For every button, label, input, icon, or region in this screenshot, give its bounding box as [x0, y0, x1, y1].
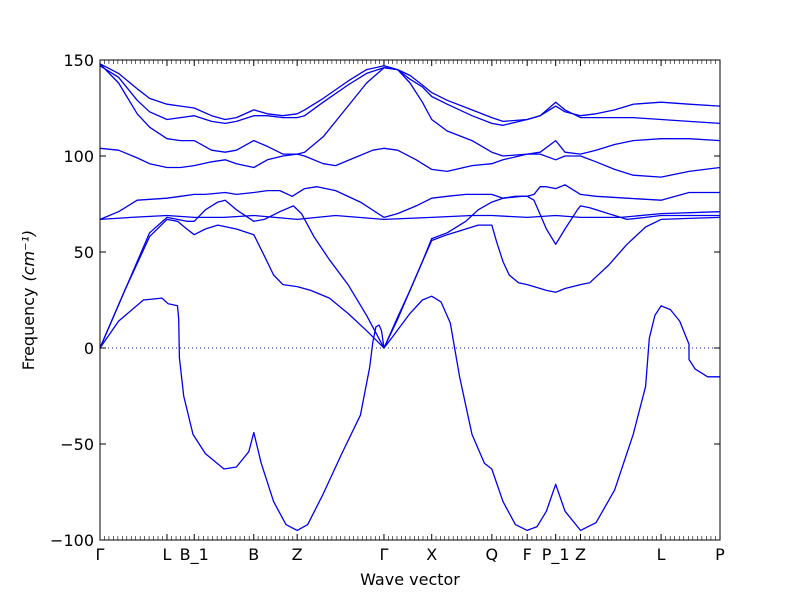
y-tick-label: 150: [63, 51, 94, 70]
x-tick-label: Q: [486, 545, 499, 564]
band-line-5: [99, 184, 720, 221]
y-axis-label-text: Frequency: [19, 288, 38, 371]
band-line-3: [99, 195, 720, 349]
x-tick-label: Z: [575, 545, 586, 564]
y-tick-label: 0: [84, 339, 94, 358]
band-lines: [99, 63, 721, 532]
band-line-8: [99, 63, 721, 126]
y-axis-label: Frequency (cm⁻¹): [19, 230, 38, 370]
x-tick-label: L: [657, 545, 666, 564]
y-tick-label: 50: [74, 243, 94, 262]
band-line-4: [99, 211, 721, 221]
band-line-9: [99, 65, 721, 125]
x-axis-label: Wave vector: [360, 570, 460, 589]
y-axis-ticks: −100 −50 0 50 100 150: [50, 51, 720, 550]
band-line-1: [99, 295, 720, 532]
y-axis-label-unit: (cm⁻¹): [19, 230, 38, 282]
y-tick-label: 100: [63, 147, 94, 166]
band-line-2: [99, 216, 721, 349]
band-line-6: [99, 147, 721, 178]
band-line-7: [99, 63, 721, 157]
y-tick-label: −50: [60, 435, 94, 454]
y-tick-label: −100: [50, 531, 94, 550]
x-axis-ticks: Γ L B_1 B Z Γ X Q F P_1 Z L P: [96, 60, 725, 565]
x-tick-label: F: [523, 545, 532, 564]
minor-tick-marks: [104, 60, 716, 540]
x-tick-label: L: [162, 545, 171, 564]
x-tick-label: P: [715, 545, 725, 564]
x-tick-label: B_1: [180, 545, 209, 565]
x-tick-label: Γ: [379, 545, 388, 564]
x-tick-label: X: [426, 545, 437, 564]
x-tick-label: Γ: [96, 545, 105, 564]
plot-frame: [99, 59, 721, 541]
x-tick-label: P_1: [542, 545, 570, 565]
x-tick-label: Z: [292, 545, 303, 564]
x-tick-label: B: [248, 545, 259, 564]
